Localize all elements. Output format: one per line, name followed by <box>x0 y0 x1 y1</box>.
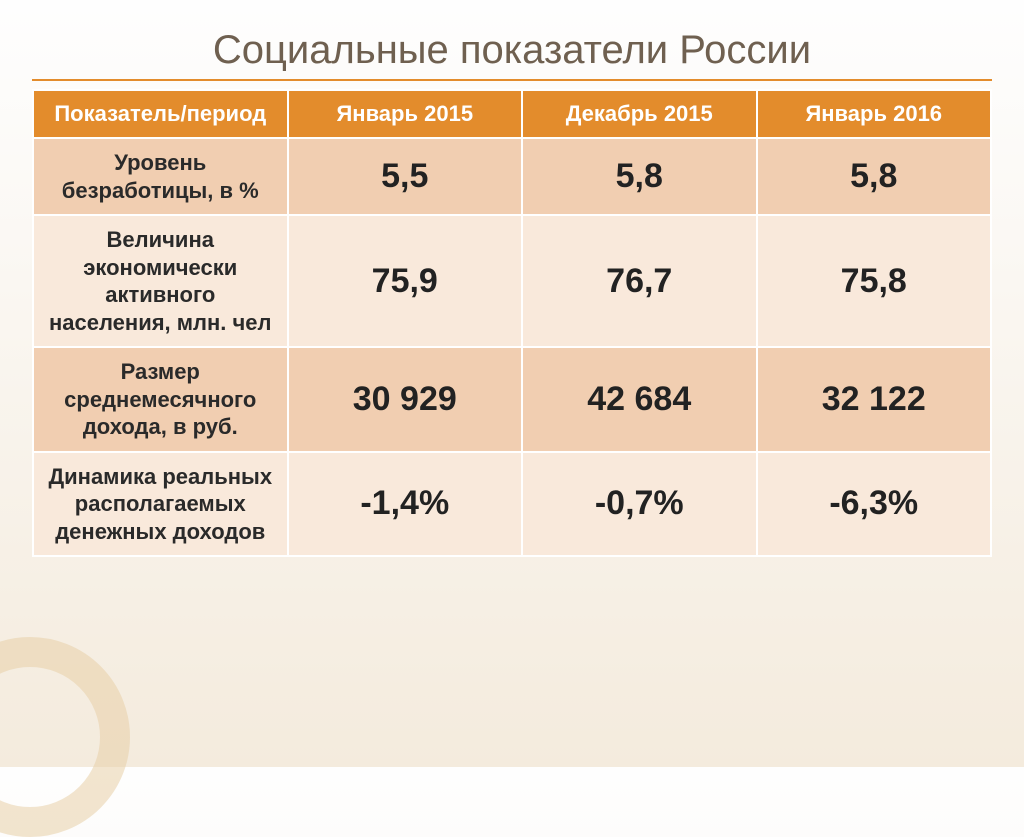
cell-value: 30 929 <box>288 347 522 452</box>
slide: Социальные показатели России Показатель/… <box>0 0 1024 767</box>
cell-value: 42 684 <box>522 347 756 452</box>
col-header-indicator: Показатель/период <box>33 90 288 138</box>
cell-value: 5,5 <box>288 138 522 215</box>
decorative-ring-icon <box>0 637 130 837</box>
col-header-jan-2016: Январь 2016 <box>757 90 992 138</box>
cell-value: 75,9 <box>288 215 522 347</box>
table-row: Уровень безработицы, в % 5,5 5,8 5,8 <box>33 138 991 215</box>
row-label: Динамика реальных располагаемых денежных… <box>33 452 288 557</box>
cell-value: -0,7% <box>522 452 756 557</box>
cell-value: -6,3% <box>757 452 992 557</box>
cell-value: 5,8 <box>522 138 756 215</box>
indicators-table: Показатель/период Январь 2015 Декабрь 20… <box>32 89 992 557</box>
cell-value: 75,8 <box>757 215 992 347</box>
col-header-dec-2015: Декабрь 2015 <box>522 90 756 138</box>
col-header-jan-2015: Январь 2015 <box>288 90 522 138</box>
cell-value: 76,7 <box>522 215 756 347</box>
table-row: Размер среднемесячного дохода, в руб. 30… <box>33 347 991 452</box>
cell-value: 32 122 <box>757 347 992 452</box>
row-label: Размер среднемесячного дохода, в руб. <box>33 347 288 452</box>
table-header-row: Показатель/период Январь 2015 Декабрь 20… <box>33 90 991 138</box>
table-row: Динамика реальных располагаемых денежных… <box>33 452 991 557</box>
row-label: Уровень безработицы, в % <box>33 138 288 215</box>
page-title: Социальные показатели России <box>32 28 992 81</box>
cell-value: -1,4% <box>288 452 522 557</box>
row-label: Величина экономически активного населени… <box>33 215 288 347</box>
cell-value: 5,8 <box>757 138 992 215</box>
table-row: Величина экономически активного населени… <box>33 215 991 347</box>
